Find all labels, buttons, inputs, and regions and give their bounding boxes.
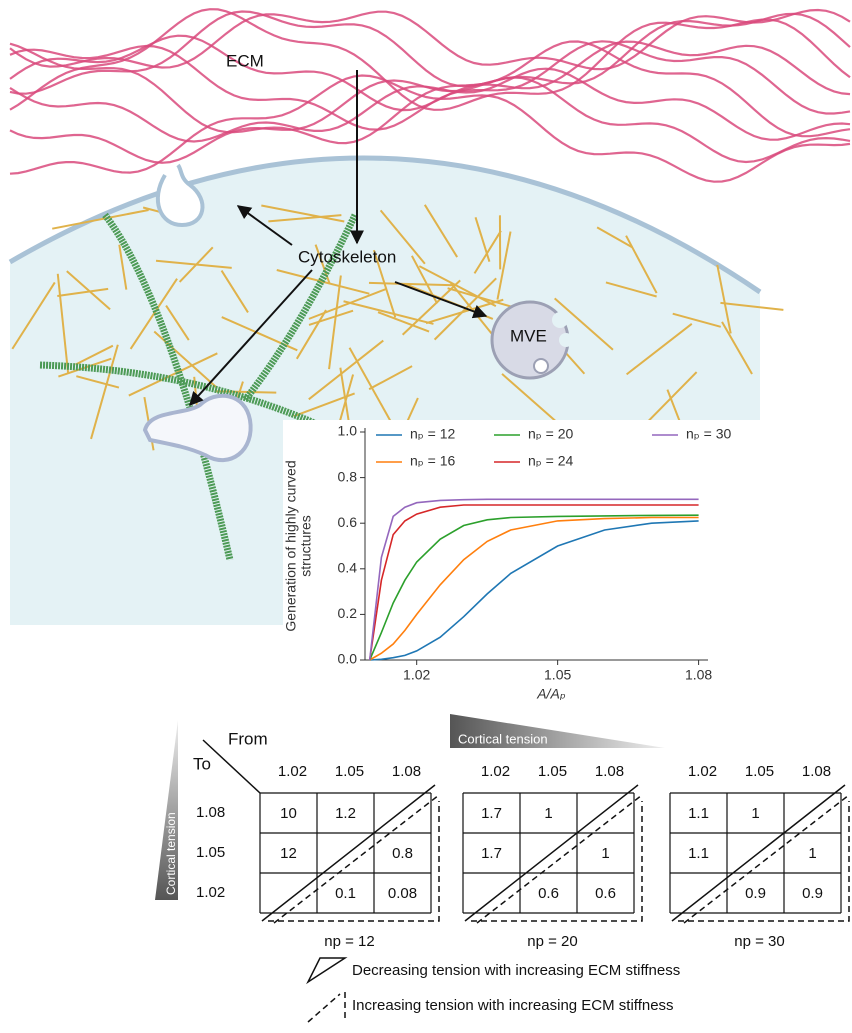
to-label: To (193, 754, 211, 773)
cell-value: 1 (808, 845, 816, 862)
ecm-label: ECM (226, 51, 264, 70)
y-tick-label: 0.2 (338, 605, 358, 621)
line-legend: Decreasing tension with increasing ECM s… (308, 958, 680, 1022)
cell-value: 0.8 (392, 845, 413, 862)
y-tick-label: 0.0 (338, 651, 358, 667)
mve-bud (559, 333, 573, 347)
from-label: From (228, 729, 268, 748)
dashed-key (308, 994, 340, 1022)
solid-key (308, 958, 345, 982)
table-label: np = 12 (324, 933, 374, 950)
col-label: 1.05 (538, 763, 567, 780)
cell-value: 1.1 (688, 805, 709, 822)
page: {"illustration": {"ecm": "ECM", "cytoske… (0, 0, 852, 1033)
cell-value: 0.9 (802, 885, 823, 902)
x-tick-label: 1.02 (403, 667, 430, 683)
ecm-fibers (10, 9, 850, 182)
col-label: 1.05 (335, 763, 364, 780)
tension-label: Cortical tension (164, 812, 178, 895)
figure: ECM Cytoskeleton MVE 0.0 0.2 0.4 0.6 0.8 1.0 1… (0, 0, 852, 1033)
ilv (534, 359, 548, 373)
cell-value: 1.1 (688, 845, 709, 862)
x-tick-label: 1.08 (685, 667, 712, 683)
x-axis-label: A/Aₚ (536, 686, 566, 702)
cell-value: 1 (544, 805, 552, 822)
cell-value: 1 (751, 805, 759, 822)
tension-label: Cortical tension (458, 731, 548, 746)
col-label: 1.08 (802, 763, 831, 780)
legend-label: nₚ = 16 (410, 453, 456, 469)
legend-text: Decreasing tension with increasing ECM s… (352, 962, 680, 979)
table-label: np = 30 (734, 933, 784, 950)
legend-label: nₚ = 30 (686, 426, 732, 442)
cell-value: 0.9 (745, 885, 766, 902)
tables: Cortical tension Cortical tension From T… (155, 714, 849, 950)
legend-label: nₚ = 20 (528, 426, 574, 442)
col-label: 1.08 (392, 763, 421, 780)
cell-value: 1.2 (335, 805, 356, 822)
col-label: 1.02 (278, 763, 307, 780)
ecm-fiber (10, 78, 850, 163)
col-label: 1.05 (745, 763, 774, 780)
cell-value: 1.7 (481, 845, 502, 862)
cell-value: 12 (280, 845, 297, 862)
y-tick-label: 0.8 (338, 468, 358, 484)
y-tick-label: 0.4 (338, 560, 358, 576)
cell-value: 0.6 (595, 885, 616, 902)
cell-value: 10 (280, 805, 297, 822)
mve-label: MVE (510, 326, 547, 345)
y-axis-label: structures (298, 515, 314, 576)
legend-label: nₚ = 24 (528, 453, 574, 469)
ecm-fiber (10, 10, 850, 69)
cytoskeleton-label: Cytoskeleton (298, 247, 396, 266)
row-label: 1.02 (196, 884, 225, 901)
cell-value: 0.08 (388, 885, 417, 902)
row-label: 1.05 (196, 844, 225, 861)
dashed-diagonal (274, 795, 439, 923)
cell-value: 1.7 (481, 805, 502, 822)
cell-value: 0.6 (538, 885, 559, 902)
legend-text: Increasing tension with increasing ECM s… (352, 997, 674, 1014)
col-label: 1.08 (595, 763, 624, 780)
y-axis-label: Generation of highly curved (283, 460, 299, 631)
cell-value: 0.1 (335, 885, 356, 902)
cell-value: 1 (601, 845, 609, 862)
col-label: 1.02 (481, 763, 510, 780)
mve-bud (552, 312, 568, 328)
col-label: 1.02 (688, 763, 717, 780)
table-label: np = 20 (527, 933, 577, 950)
y-tick-label: 0.6 (338, 514, 358, 530)
x-tick-label: 1.05 (544, 667, 571, 683)
endocytic-pit (158, 165, 203, 225)
row-label: 1.08 (196, 804, 225, 821)
legend-label: nₚ = 12 (410, 426, 456, 442)
y-tick-label: 1.0 (338, 423, 358, 439)
